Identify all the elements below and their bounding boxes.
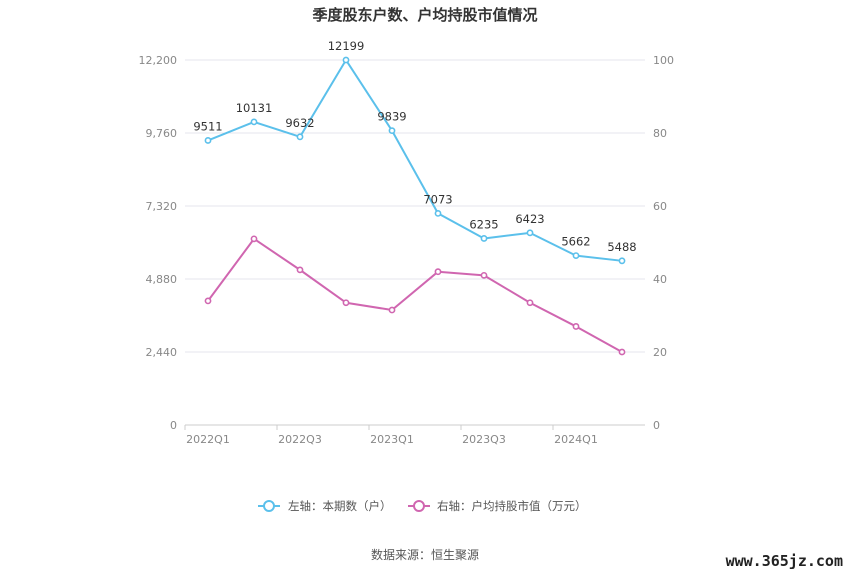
series-1-point [250,118,258,126]
data-label: 12199 [328,39,365,53]
data-label: 9632 [285,116,314,130]
series-1-point [434,209,442,217]
series-1-point [296,133,304,141]
chart-title: 季度股东户数、户均持股市值情况 [312,6,537,24]
legend-label-left-series: 左轴：本期数（户） [288,499,392,513]
data-label: 9839 [377,110,406,124]
right-axis-tick-label: 20 [653,346,667,359]
left-axis-tick-label: 9,760 [146,127,178,140]
legend-label-right-series: 右轴：户均持股市值（万元） [437,499,587,513]
legend-swatch-marker [263,500,275,512]
data-label: 6423 [515,212,544,226]
series-1-point [618,257,626,265]
legend-swatch-marker [413,500,425,512]
legend[interactable]: 左轴：本期数（户） 右轴：户均持股市值（万元） [258,499,587,513]
series-1-point [480,235,488,242]
series-line-2 [207,237,623,353]
series-2-point [342,299,350,307]
series-2-point [480,271,488,279]
series-2-point [618,348,626,356]
data-label: 5662 [561,235,590,249]
right-axis-tick-label: 60 [653,200,667,213]
series-1-point [204,137,212,144]
legend-item-left-series[interactable]: 左轴：本期数（户） [258,499,392,513]
left-axis-tick-label: 4,880 [146,273,178,286]
series-layer: 9511 10131 9632 12199 9839 7073 6235 6423 5662 54… [193,39,637,356]
x-axis-tick-label: 2024Q1 [554,433,598,446]
grid-lines [185,59,645,426]
data-label: 10131 [236,101,273,115]
left-axis-tick-label: 12,200 [139,54,178,67]
data-label: 6235 [469,217,498,231]
series-2-point [296,266,304,274]
data-source-note: 数据来源：恒生聚源 [371,547,479,562]
x-axis-ticks: 2022Q1 2022Q3 2023Q1 2023Q3 2024Q1 [184,425,598,446]
right-axis-tick-label: 100 [653,54,674,67]
series-2-point [204,297,212,305]
data-label: 9511 [193,119,222,133]
series-1-point [526,229,534,237]
left-axis-ticks: 0 2,440 4,880 7,320 9,760 12,200 [139,54,178,432]
series-2-point [526,299,534,307]
series-1-point [388,127,396,135]
series-2-point [434,268,442,276]
left-axis-tick-label: 0 [170,419,177,432]
series-1-point [342,56,350,64]
data-label: 7073 [423,192,452,206]
x-axis-tick-label: 2022Q1 [186,433,230,446]
watermark: www.365jz.com [726,552,843,570]
series-1-point [572,252,580,260]
left-axis-tick-label: 7,320 [146,200,178,213]
series-2-point [250,235,258,243]
x-axis-tick-label: 2023Q3 [462,433,506,446]
series-2-point [572,323,580,330]
right-axis-ticks: 0 20 40 60 80 100 [653,54,674,432]
legend-item-right-series[interactable]: 右轴：户均持股市值（万元） [408,499,587,513]
left-axis-tick-label: 2,440 [146,346,178,359]
right-axis-tick-label: 40 [653,273,667,286]
series-2-point [388,306,396,314]
x-axis-tick-label: 2023Q1 [370,433,414,446]
x-axis-tick-label: 2022Q3 [278,433,322,446]
data-label: 5488 [607,240,636,254]
series-line-1 [207,59,623,262]
right-axis-tick-label: 80 [653,127,667,140]
right-axis-tick-label: 0 [653,419,660,432]
